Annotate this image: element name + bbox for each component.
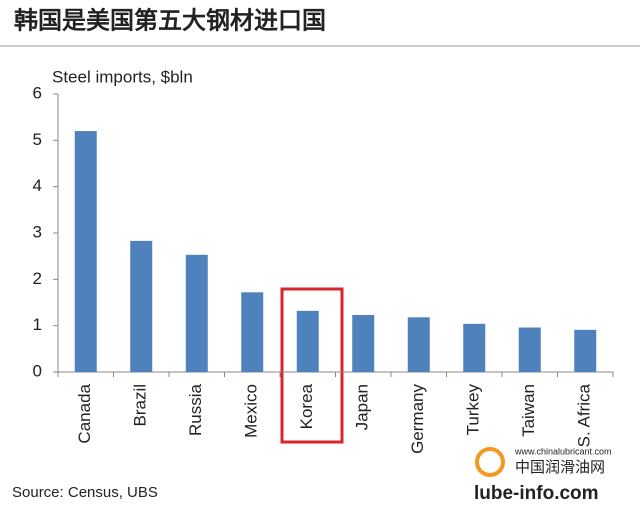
bar — [463, 323, 486, 372]
y-axis-label: Steel imports, $bln — [52, 67, 193, 86]
watermark-name: 中国润滑油网 — [515, 459, 605, 476]
y-tick-label: 3 — [33, 222, 42, 241]
x-tick-label: Germany — [408, 384, 427, 454]
x-tick-label: Japan — [353, 384, 372, 430]
source: Source: Census, UBS — [12, 484, 158, 501]
x-tick-label: S. Africa — [575, 383, 594, 447]
bar — [407, 317, 430, 372]
watermark-domain: lube-info.com — [474, 483, 599, 504]
y-tick-label: 6 — [33, 83, 42, 102]
y-tick-label: 1 — [33, 315, 42, 334]
bar — [518, 327, 541, 372]
x-tick-label: Brazil — [131, 384, 150, 427]
x-tick-label: Turkey — [464, 384, 483, 436]
x-tick-label: Taiwan — [519, 384, 538, 437]
bar — [130, 240, 153, 372]
chart-title: 韩国是美国第五大钢材进口国 — [14, 6, 326, 34]
bar — [296, 310, 319, 372]
logo-icon — [475, 447, 505, 477]
y-tick-label: 2 — [33, 269, 42, 288]
x-tick-label: Korea — [297, 383, 316, 429]
highlight-box — [280, 287, 344, 444]
y-tick-label: 5 — [33, 130, 42, 149]
watermark-url: www.chinalubricant.com — [514, 446, 612, 456]
x-tick-label: Russia — [186, 383, 205, 436]
x-tick-label: Mexico — [242, 384, 261, 438]
bar — [574, 329, 597, 372]
x-tick-label: Canada — [75, 383, 94, 443]
bar — [241, 292, 264, 372]
bar — [352, 315, 375, 372]
y-tick-label: 4 — [33, 176, 42, 195]
bar — [185, 254, 208, 372]
bar — [74, 131, 97, 372]
y-tick-label: 0 — [33, 361, 42, 380]
